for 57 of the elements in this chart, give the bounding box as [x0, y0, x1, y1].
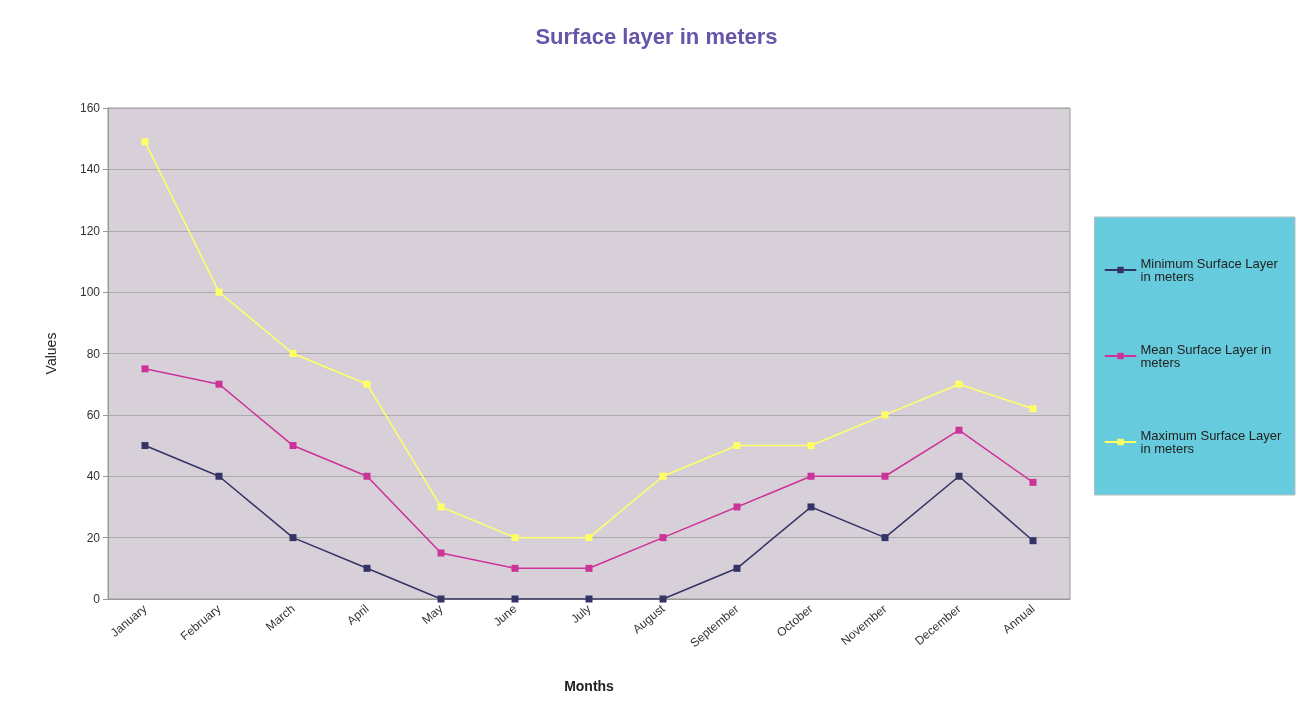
y-tick-label: 140 [79, 162, 101, 177]
point [733, 442, 741, 450]
point [363, 472, 371, 480]
point [215, 288, 223, 296]
point [585, 564, 593, 572]
y-tick-label: 20 [86, 530, 101, 545]
point [511, 534, 519, 542]
point [585, 534, 593, 542]
point [363, 564, 371, 572]
point [955, 380, 963, 388]
point [807, 472, 815, 480]
point [659, 472, 667, 480]
point [141, 365, 149, 373]
point [437, 503, 445, 511]
point [659, 595, 667, 603]
point [215, 380, 223, 388]
chart-title: Surface layer in meters [535, 23, 778, 49]
point [437, 595, 445, 603]
y-tick-label: 80 [86, 346, 101, 361]
point [955, 472, 963, 480]
point [659, 534, 667, 542]
point [511, 564, 519, 572]
point [733, 503, 741, 511]
point [881, 411, 889, 419]
point [141, 138, 149, 146]
y-tick-label: 100 [79, 285, 101, 300]
point [1029, 405, 1037, 413]
point [511, 595, 519, 603]
point [881, 534, 889, 542]
y-axis-title: Values [43, 332, 59, 375]
point [881, 472, 889, 480]
point [955, 426, 963, 434]
x-axis-title: Months [564, 678, 615, 694]
y-tick-label: 60 [86, 407, 101, 422]
point [289, 350, 297, 357]
x-tick-label: May [419, 601, 446, 627]
point [1029, 478, 1037, 486]
y-tick-label: 160 [79, 101, 101, 115]
point [363, 380, 371, 388]
point [585, 595, 593, 603]
point [807, 503, 815, 511]
legend-label: Mean Surface Layer in meters [1140, 342, 1275, 370]
point [141, 442, 149, 450]
y-tick-label: 40 [86, 469, 101, 484]
legend-label: Minimum Surface Layer in meters [1140, 256, 1282, 284]
point [215, 472, 223, 480]
point [1029, 537, 1037, 545]
point [807, 442, 815, 450]
legend-label: Maximum Surface Layer in meters [1140, 428, 1286, 456]
x-tick-label: July [568, 601, 594, 627]
point [437, 549, 445, 557]
y-tick-label: 120 [79, 223, 101, 238]
x-tick-label: June [490, 601, 520, 630]
point [289, 442, 297, 450]
point [733, 564, 741, 572]
point [289, 534, 297, 542]
y-tick-label: 0 [93, 592, 101, 606]
